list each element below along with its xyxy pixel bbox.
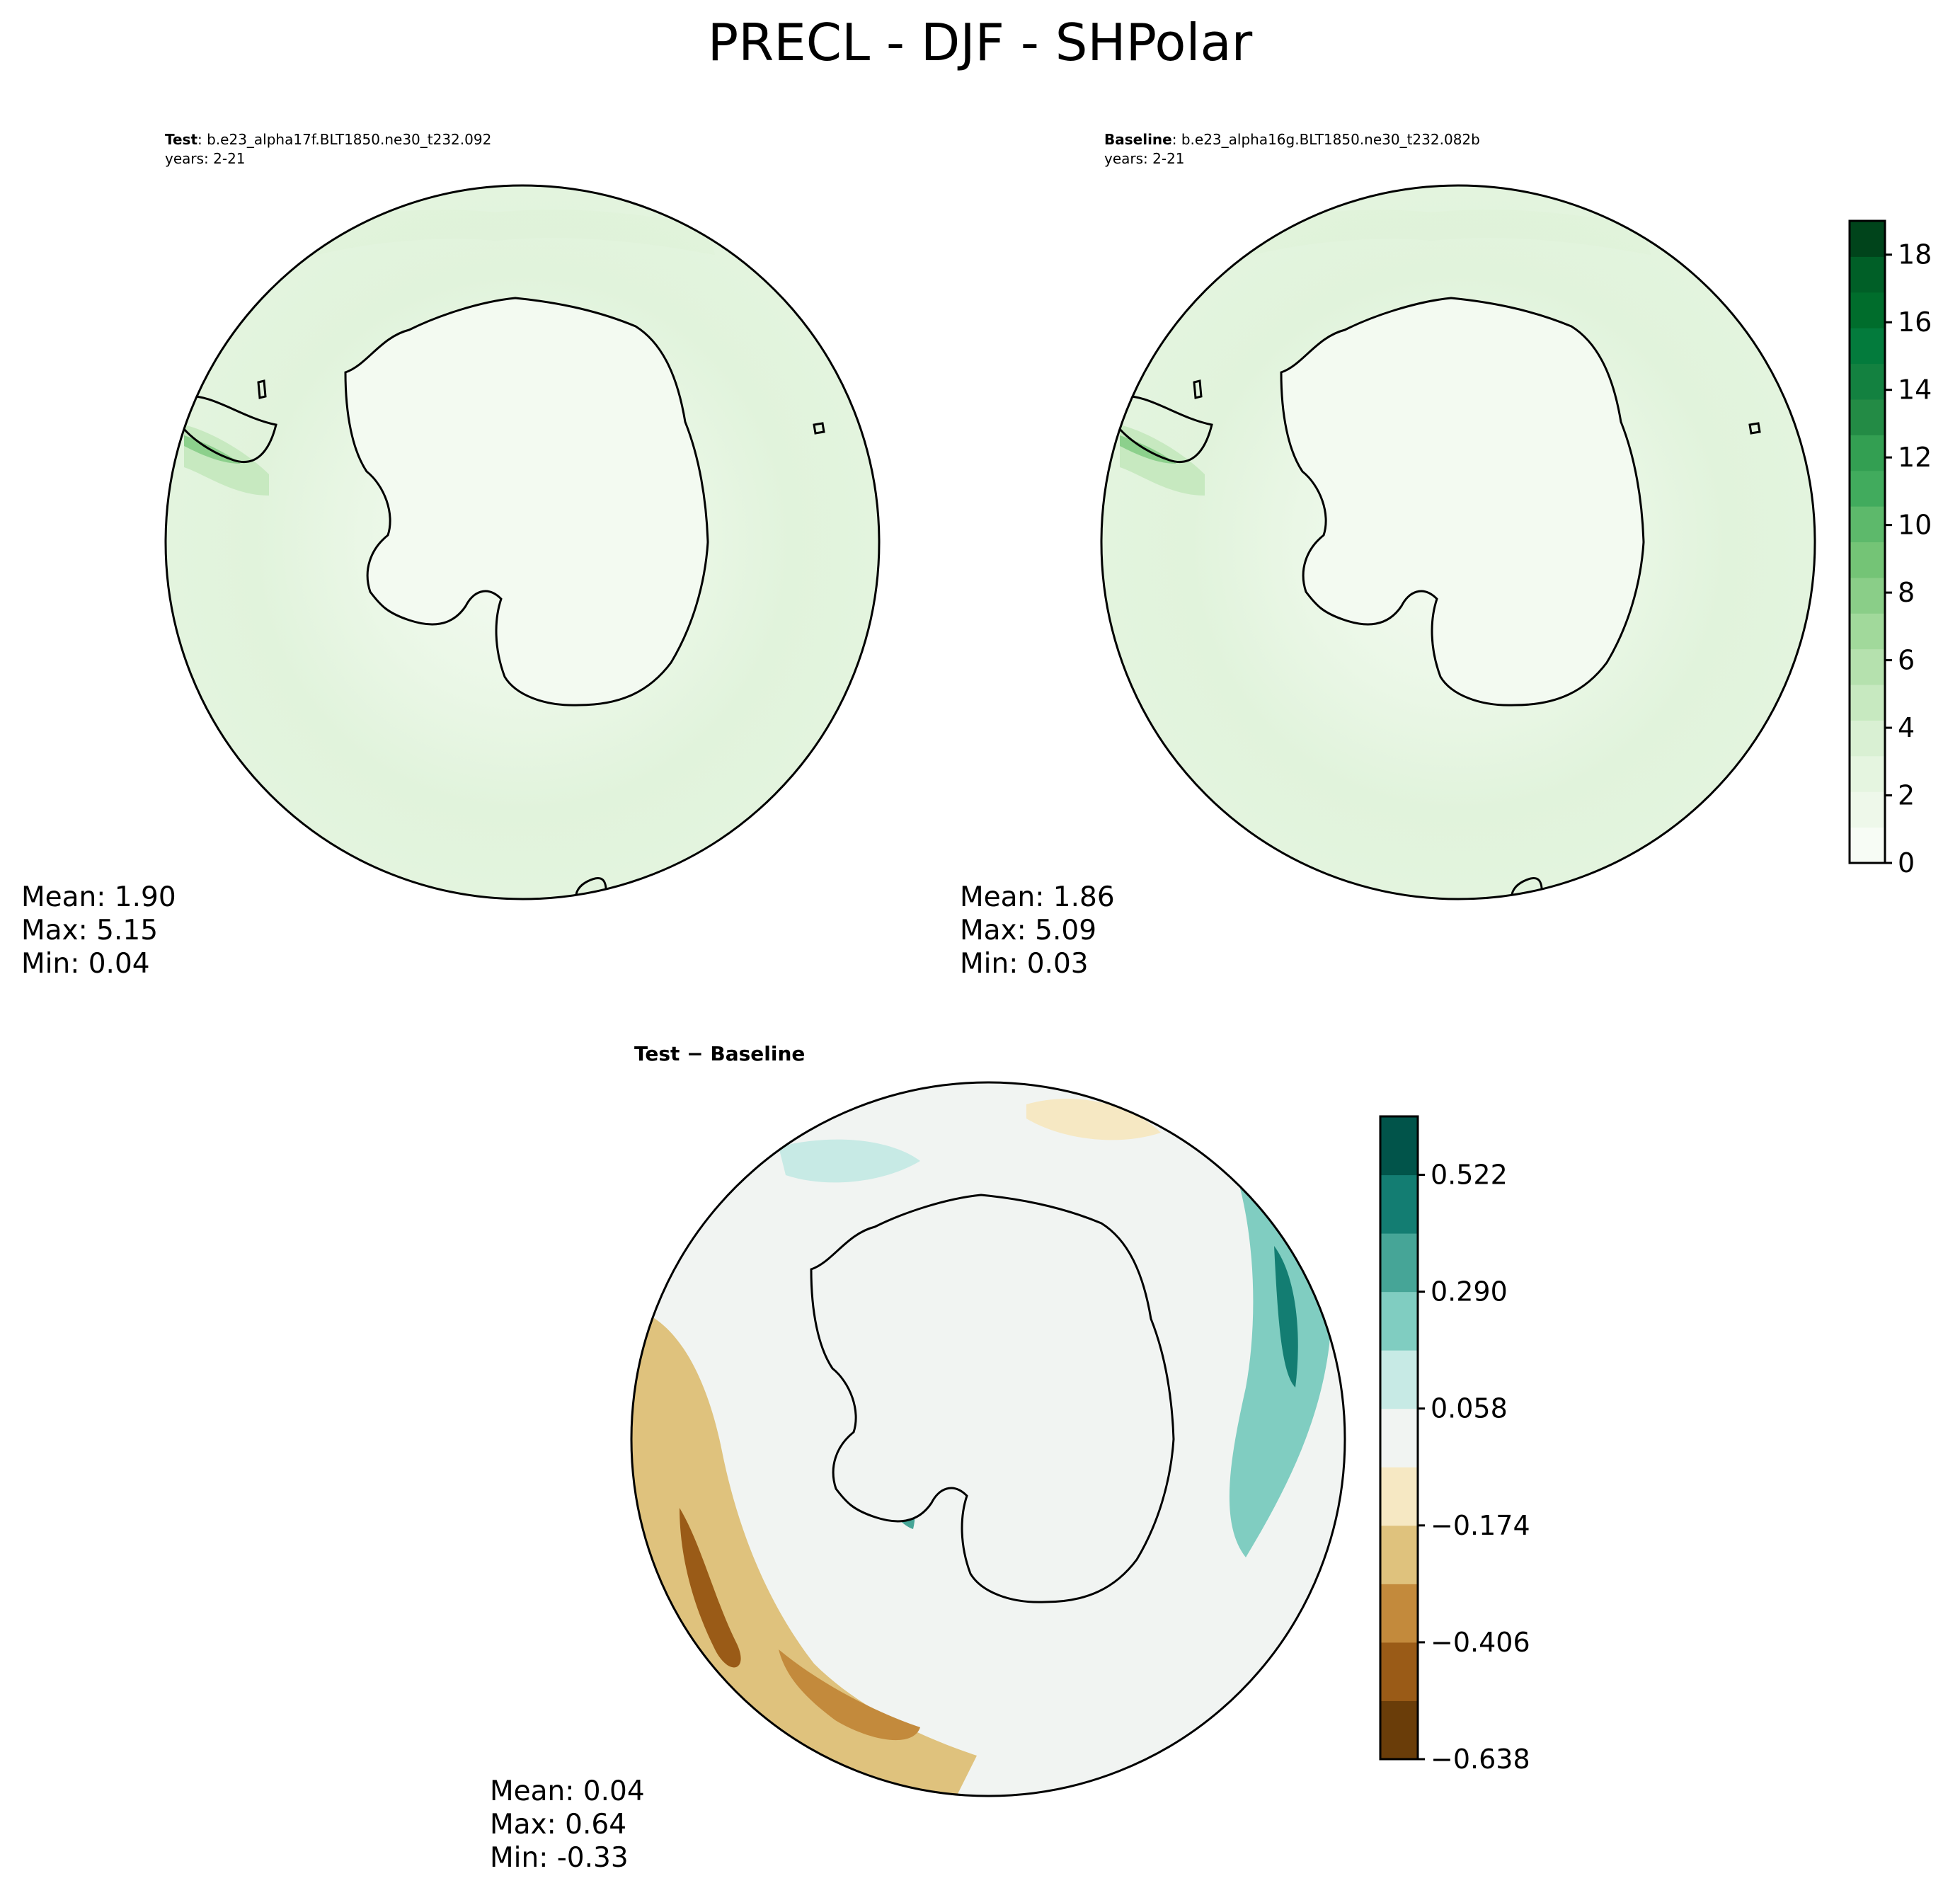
field-colorbar-bin: [1850, 363, 1885, 400]
baseline-island: [1748, 422, 1761, 435]
field-colorbar-bin: [1850, 256, 1885, 293]
diff-stats: Mean: 0.04 Max: 0.64 Min: -0.33: [490, 1775, 645, 1875]
field-colorbar-bin: [1850, 685, 1885, 721]
diff-mean: Mean: 0.04: [490, 1775, 645, 1807]
test-label: Test: [165, 131, 198, 148]
field-colorbar-bin: [1850, 755, 1885, 792]
field-colorbar-bin: [1850, 470, 1885, 507]
diff-weak-positive: [779, 1139, 920, 1183]
baseline-stats: Mean: 1.86 Max: 5.09 Min: 0.03: [960, 881, 1115, 980]
diff-map: [630, 1081, 1346, 1797]
field-colorbar-tick-label: 18: [1898, 239, 1932, 270]
diff-min: Min: -0.33: [490, 1842, 629, 1874]
diff-colorbar-bin: [1380, 1584, 1418, 1643]
field-colorbar-bin: [1850, 328, 1885, 365]
baseline-map-boundary: [1100, 184, 1816, 900]
diff-colorbar-bin: [1380, 1467, 1418, 1526]
field-colorbar-tick-label: 14: [1898, 374, 1932, 406]
test-case-name: : b.e23_alpha17f.BLT1850.ne30_t232.092: [197, 131, 492, 148]
field-colorbar-bin: [1850, 577, 1885, 614]
diff-colorbar-tick-label: −0.174: [1431, 1510, 1530, 1541]
test-min: Min: 0.04: [21, 948, 150, 980]
test-upper-band: [269, 210, 715, 269]
field-colorbar-bin: [1850, 791, 1885, 828]
diff-colorbar-bin: [1380, 1525, 1418, 1584]
field-colorbar: 0 2 4 6 8 10 12 14 16 18: [1848, 219, 1932, 879]
field-colorbar-bin: [1850, 648, 1885, 685]
diff-colorbar-tick-label: 0.058: [1431, 1393, 1508, 1424]
diff-max: Max: 0.64: [490, 1809, 627, 1841]
test-australia-coast: [575, 877, 607, 899]
field-colorbar-bin: [1850, 720, 1885, 757]
diff-map-boundary: [630, 1081, 1346, 1797]
field-colorbar-tick-label: 4: [1898, 712, 1915, 743]
diff-panel-header: Test − Baseline: [634, 1042, 806, 1065]
field-colorbar-bin: [1850, 542, 1885, 578]
field-colorbar-tick-label: 0: [1898, 847, 1915, 879]
diff-colorbar-bin: [1380, 1408, 1418, 1468]
test-mean: Mean: 1.90: [21, 881, 176, 913]
diff-weak-negative: [1026, 1099, 1161, 1140]
field-colorbar-bin: [1850, 827, 1885, 864]
field-colorbar-bin: [1850, 435, 1885, 471]
field-colorbar-bin: [1850, 399, 1885, 435]
baseline-mean: Mean: 1.86: [960, 881, 1115, 913]
test-island: [813, 422, 825, 435]
diff-strong-negative-1: [680, 1508, 741, 1668]
baseline-island-2: [1193, 379, 1203, 399]
diff-strong-positive: [1274, 1246, 1298, 1388]
test-stats: Mean: 1.90 Max: 5.15 Min: 0.04: [21, 881, 176, 980]
field-colorbar-tick-label: 2: [1898, 780, 1915, 811]
test-south-america-coast: [179, 395, 277, 464]
field-colorbar-bin: [1850, 506, 1885, 542]
diff-colorbar-bin: [1380, 1116, 1418, 1176]
diff-colorbar-tick-label: 0.290: [1431, 1276, 1508, 1308]
field-colorbar-bin: [1850, 221, 1885, 257]
test-map-boundary: [164, 184, 881, 900]
baseline-panel-header: Baseline: b.e23_alpha16g.BLT1850.ne30_t2…: [1104, 130, 1480, 168]
field-colorbar-tick-label: 8: [1898, 577, 1915, 608]
figure-title: PRECL - DJF - SHPolar: [707, 13, 1253, 72]
test-map: [164, 184, 881, 900]
diff-strong-negative-2: [779, 1649, 920, 1741]
baseline-map: [1100, 184, 1816, 900]
field-colorbar-tick-label: 12: [1898, 442, 1932, 473]
baseline-min: Min: 0.03: [960, 948, 1089, 980]
baseline-australia-coast: [1511, 877, 1543, 899]
diff-colorbar-bin: [1380, 1700, 1418, 1760]
field-colorbar-tick-label: 6: [1898, 645, 1915, 676]
diff-colorbar-frame: [1379, 1115, 1419, 1761]
diff-colorbar-bin: [1380, 1291, 1418, 1351]
field-colorbar-bin: [1850, 292, 1885, 328]
baseline-max: Max: 5.09: [960, 915, 1097, 946]
baseline-label: Baseline: [1104, 131, 1172, 148]
diff-colorbar-bin: [1380, 1233, 1418, 1293]
diff-colorbar-tick-label: −0.638: [1431, 1744, 1530, 1775]
field-colorbar-bin: [1850, 613, 1885, 650]
field-colorbar-tick-label: 10: [1898, 510, 1932, 541]
test-max: Max: 5.15: [21, 915, 159, 946]
diff-colorbar-bin: [1380, 1642, 1418, 1701]
test-island-2: [257, 379, 267, 399]
field-colorbar-tick-label: 16: [1898, 307, 1932, 338]
diff-colorbar-bin: [1380, 1350, 1418, 1409]
baseline-south-america-coast: [1115, 395, 1213, 464]
diff-colorbar-tick-label: −0.406: [1431, 1627, 1530, 1658]
diff-colorbar-bin: [1380, 1174, 1418, 1234]
baseline-case-name: : b.e23_alpha16g.BLT1850.ne30_t232.082b: [1171, 131, 1480, 148]
baseline-upper-band: [1205, 210, 1651, 269]
test-years: years: 2-21: [165, 150, 246, 167]
test-panel-header: Test: b.e23_alpha17f.BLT1850.ne30_t232.0…: [165, 130, 491, 168]
field-colorbar-frame: [1848, 219, 1886, 864]
diff-colorbar-tick-label: 0.522: [1431, 1160, 1508, 1191]
diff-colorbar: −0.638 −0.406 −0.174 0.058 0.290 0.522: [1379, 1115, 1530, 1775]
baseline-years: years: 2-21: [1104, 150, 1185, 167]
